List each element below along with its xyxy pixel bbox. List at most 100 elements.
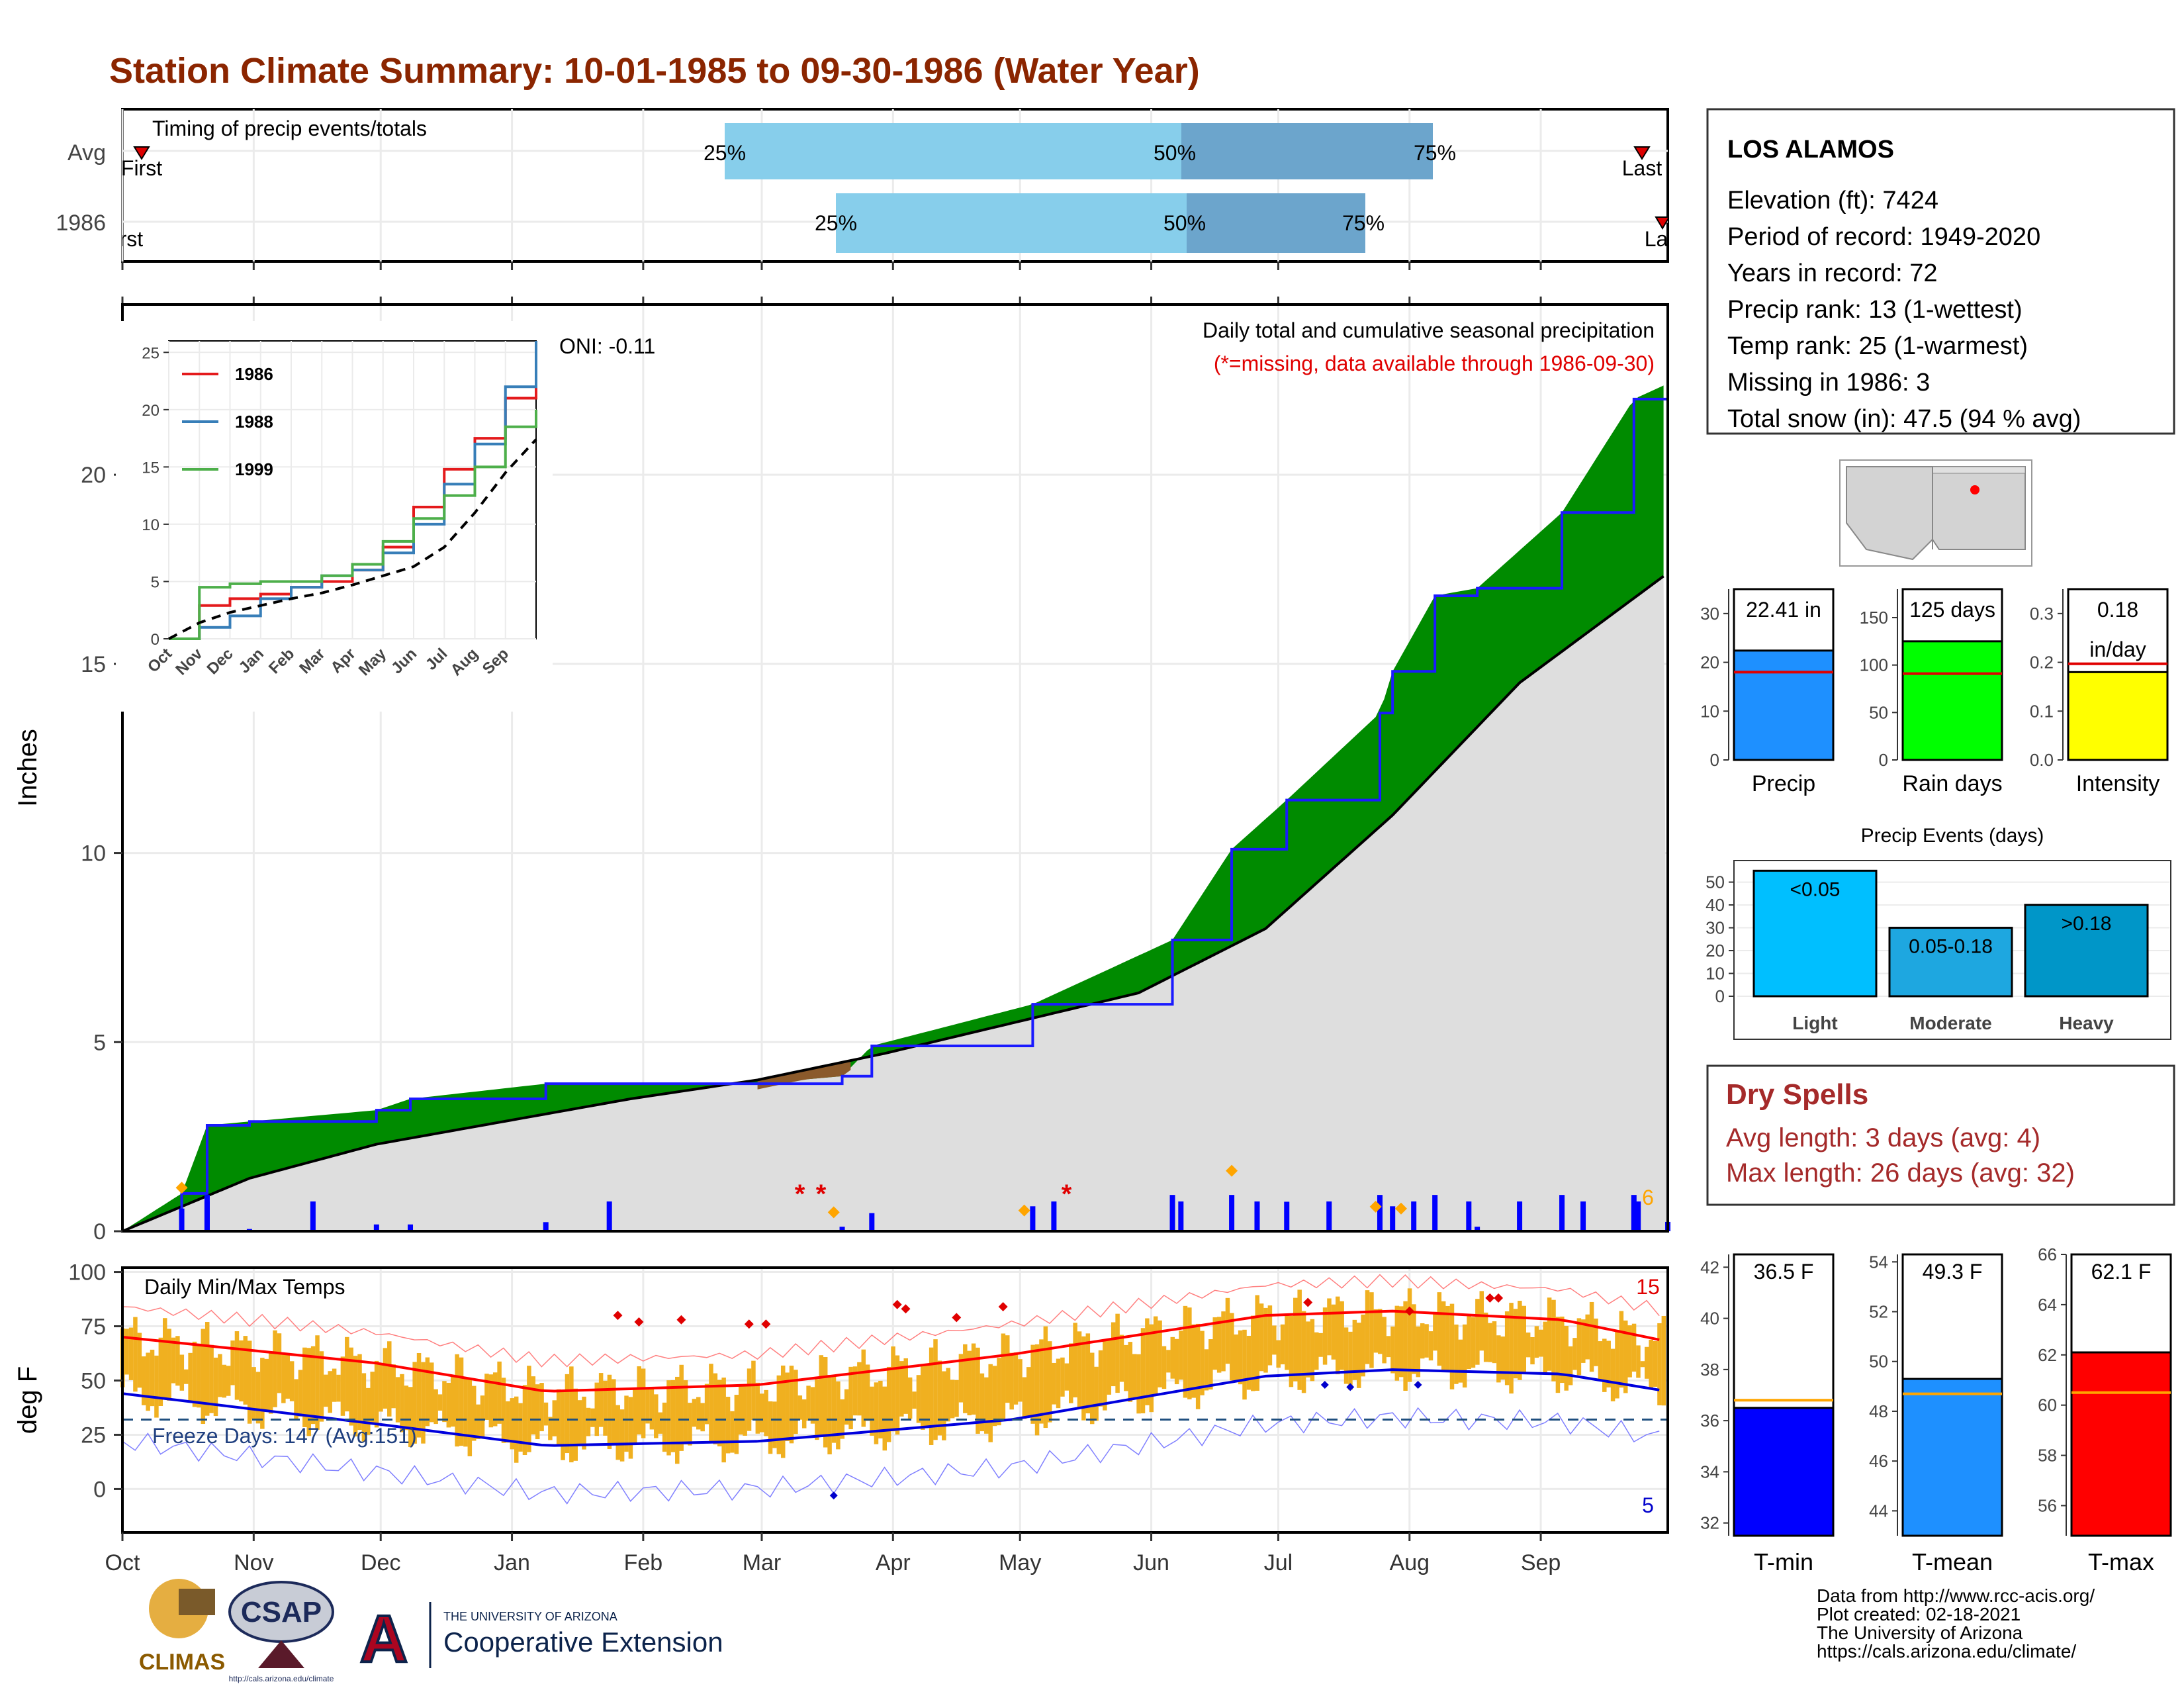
cumulative-1986-line bbox=[122, 383, 1669, 1233]
tmin-ytick-label: 42 bbox=[1700, 1257, 1719, 1277]
1986-first-marker bbox=[0, 217, 6, 228]
intensity-value-unit: in/day bbox=[2089, 637, 2146, 661]
footer-credits: Data from http://www.rcc-acis.org/ Plot … bbox=[1817, 1585, 2095, 1662]
tmin-ytick-label: 32 bbox=[1700, 1513, 1719, 1533]
rain_days-ytick-label: 50 bbox=[1869, 702, 1888, 722]
daily-temp-bar bbox=[1623, 1320, 1628, 1393]
daily-temp-bar bbox=[806, 1385, 811, 1421]
daily-temp-bar bbox=[1318, 1333, 1323, 1357]
events-category-label: Moderate bbox=[1909, 1013, 1991, 1033]
daily-temp-bar bbox=[577, 1400, 582, 1446]
rain_days-bar bbox=[1901, 640, 2003, 761]
month-label-may: May bbox=[999, 1550, 1041, 1575]
daily-temp-bar bbox=[891, 1346, 895, 1432]
tmean-ytick-label: 48 bbox=[1869, 1401, 1888, 1421]
daily-temp-bar bbox=[167, 1329, 171, 1401]
tmax-ytick-label: 56 bbox=[2038, 1495, 2057, 1515]
1986-first-label: First bbox=[102, 227, 143, 251]
missing-marker: * bbox=[795, 1180, 805, 1209]
daily-temp-bar bbox=[780, 1365, 786, 1458]
timing-avg-50: 50% bbox=[1154, 141, 1196, 165]
daily-temp-bar bbox=[619, 1409, 625, 1462]
month-label-mar: Mar bbox=[743, 1550, 782, 1575]
daily-temp-bar bbox=[1089, 1352, 1095, 1425]
events-category-label: Heavy bbox=[2059, 1013, 2114, 1033]
daily-temp-bar bbox=[1598, 1341, 1603, 1380]
1986-last-marker bbox=[1655, 216, 1668, 230]
daily-temp-bar bbox=[1403, 1301, 1408, 1391]
month-label-sep: Sep bbox=[1521, 1550, 1561, 1575]
daily-temp-bar bbox=[1407, 1288, 1412, 1382]
daily-temp-bar bbox=[1306, 1321, 1310, 1378]
daily-temp-bar bbox=[1026, 1367, 1031, 1417]
timing-1986-bar-50-75 bbox=[1187, 193, 1365, 253]
daily-temp-bar bbox=[1301, 1311, 1306, 1393]
daily-temp-bar bbox=[1170, 1336, 1175, 1379]
missing-marker: * bbox=[816, 1180, 827, 1209]
daily-temp-bar bbox=[730, 1411, 735, 1453]
intensity-value: 0.18 bbox=[2097, 598, 2138, 622]
daily-temp-bar bbox=[488, 1374, 494, 1428]
tmean-ytick-label: 52 bbox=[1869, 1302, 1888, 1322]
daily-precip-bar bbox=[204, 1201, 210, 1231]
daily-temp-bar bbox=[747, 1368, 752, 1431]
daily-temp-bar bbox=[852, 1366, 858, 1416]
month-label-jan: Jan bbox=[494, 1550, 530, 1575]
daily-temp-bar bbox=[1238, 1330, 1243, 1385]
daily-temp-bar bbox=[1187, 1307, 1192, 1399]
rain_days-label: Rain days bbox=[1902, 771, 2002, 796]
daily-temp-bar bbox=[1365, 1290, 1370, 1364]
tmin-ytick-label: 40 bbox=[1700, 1309, 1719, 1329]
summary-bar-charts: 22.41 in 0 10 20 30 Precip 125 days 0 50 100 150 Ra… bbox=[1700, 588, 2169, 796]
daily-temp-bar bbox=[598, 1373, 604, 1427]
daily-temp-bar bbox=[527, 1366, 531, 1452]
daily-temp-bar bbox=[1437, 1292, 1442, 1366]
events-bar-moderate bbox=[1888, 927, 2013, 998]
climas-logo: CLIMAS bbox=[139, 1579, 225, 1675]
daily-temp-bar bbox=[1518, 1301, 1522, 1380]
daily-temp-bar bbox=[404, 1385, 409, 1430]
daily-temp-bar bbox=[764, 1389, 768, 1436]
daily-temp-bar bbox=[1322, 1307, 1328, 1365]
tmax-bar bbox=[2070, 1351, 2172, 1537]
record-high-marker bbox=[613, 1311, 623, 1321]
daily-temp-bar bbox=[1174, 1338, 1179, 1385]
station-location-dot bbox=[1970, 485, 1979, 494]
daily-temp-bar bbox=[1107, 1340, 1112, 1395]
daily-temp-bar bbox=[645, 1387, 650, 1424]
daily-temp-bar bbox=[633, 1389, 637, 1444]
daily-precip-bar bbox=[869, 1213, 875, 1231]
timing-avg-bar-25-50 bbox=[725, 123, 1181, 179]
record-high-line bbox=[122, 1274, 1660, 1368]
daily-temp-bar bbox=[1572, 1338, 1577, 1370]
daily-temp-bar bbox=[755, 1382, 760, 1434]
footer-line2: Plot created: 02-18-2021 bbox=[1817, 1604, 2021, 1624]
daily-temp-bar bbox=[717, 1380, 722, 1447]
daily-temp-bar bbox=[433, 1389, 438, 1425]
inset-series-1999 bbox=[169, 409, 537, 640]
precip-value: 22.41 in bbox=[1746, 598, 1821, 622]
daily-temp-bar bbox=[1551, 1299, 1556, 1382]
daily-temp-bar bbox=[688, 1403, 692, 1446]
station-years: Years in record: 72 bbox=[1727, 259, 1938, 287]
daily-temp-bar bbox=[1183, 1305, 1188, 1398]
daily-temp-bar bbox=[734, 1395, 739, 1454]
precip-ylabel: Inches bbox=[13, 729, 42, 807]
daily-temp-bar bbox=[1030, 1344, 1035, 1424]
daily-temp-bar bbox=[1161, 1346, 1167, 1389]
daily-temp-bar bbox=[264, 1358, 269, 1413]
temp-summary-charts: 36.5 F 32 34 36 38 40 42 T-min 49.3 F 44 46 48 50 52 5… bbox=[1700, 1244, 2172, 1575]
tmean-ytick-label: 46 bbox=[1869, 1451, 1888, 1471]
events-title: Precip Events (days) bbox=[1861, 825, 2044, 847]
daily-temp-bar bbox=[963, 1344, 968, 1413]
daily-temp-bar bbox=[133, 1317, 138, 1392]
daily-temp-bar bbox=[950, 1380, 955, 1419]
daily-temp-bar bbox=[997, 1358, 1001, 1426]
daily-temp-bar bbox=[704, 1383, 709, 1425]
timing-1986-bar-25-50 bbox=[836, 193, 1187, 253]
csap-url: http://cals.arizona.edu/climate bbox=[229, 1674, 334, 1683]
daily-temp-bar bbox=[531, 1376, 536, 1434]
daily-temp-bar bbox=[768, 1401, 773, 1454]
daily-temp-bar bbox=[1610, 1348, 1615, 1401]
daily-temp-bar bbox=[1504, 1311, 1510, 1385]
